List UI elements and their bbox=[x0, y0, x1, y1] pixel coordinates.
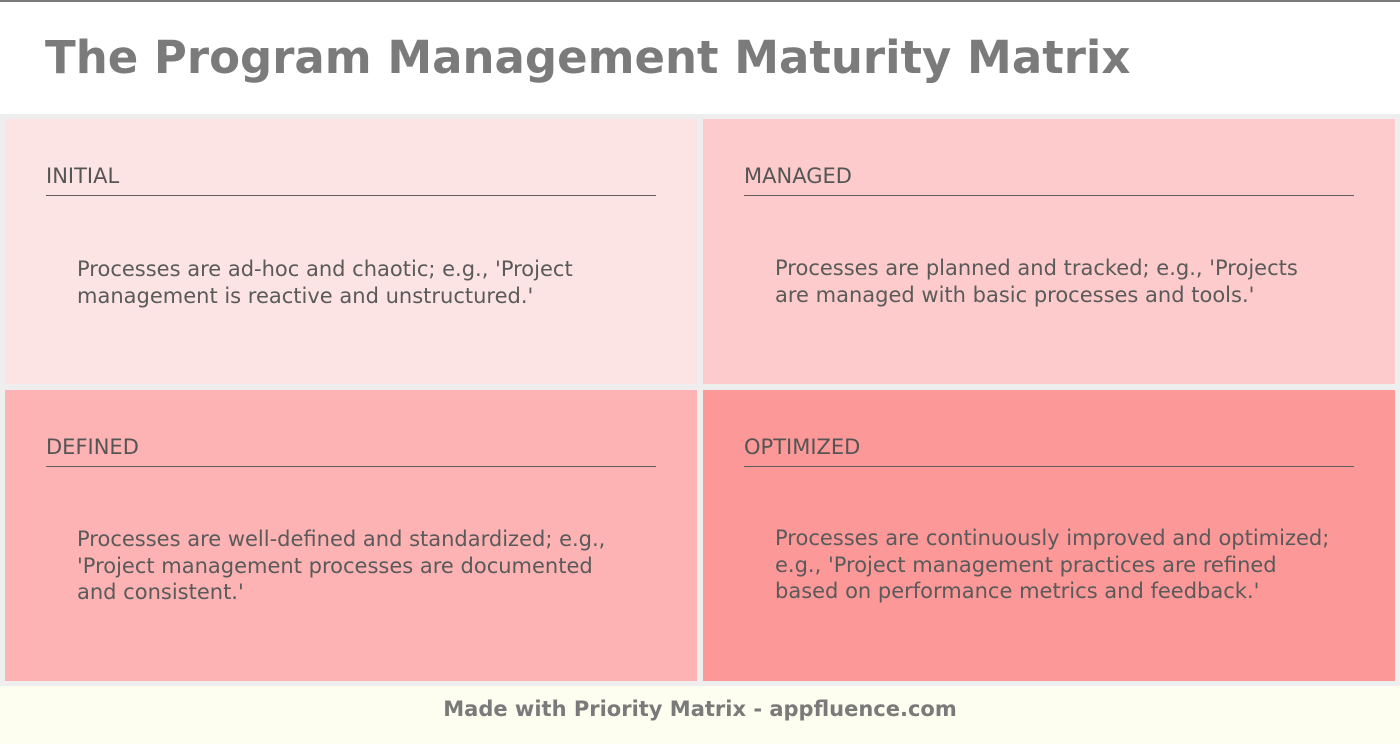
quadrant-heading-managed: MANAGED bbox=[744, 163, 1354, 196]
maturity-matrix: INITIAL Processes are ad-hoc and chaotic… bbox=[0, 114, 1400, 686]
quadrant-text-managed: Processes are planned and tracked; e.g.,… bbox=[775, 256, 1298, 307]
quadrant-text-defined: Processes are well-defined and standardi… bbox=[77, 527, 606, 604]
page-title: The Program Management Maturity Matrix bbox=[45, 31, 1131, 84]
footer: Made with Priority Matrix - appfluence.c… bbox=[0, 686, 1400, 744]
top-border bbox=[0, 0, 1400, 2]
quadrant-text-optimized: Processes are continuously improved and … bbox=[775, 526, 1330, 603]
quadrant-text-initial: Processes are ad-hoc and chaotic; e.g., … bbox=[77, 257, 573, 308]
quadrant-heading-defined: DEFINED bbox=[46, 434, 656, 467]
footer-credit: Made with Priority Matrix - appfluence.c… bbox=[443, 697, 957, 721]
quadrant-defined: DEFINED Processes are well-defined and s… bbox=[5, 390, 697, 681]
quadrant-heading-optimized: OPTIMIZED bbox=[744, 434, 1354, 467]
quadrant-initial: INITIAL Processes are ad-hoc and chaotic… bbox=[5, 119, 697, 384]
quadrant-heading-initial: INITIAL bbox=[46, 163, 656, 196]
quadrant-managed: MANAGED Processes are planned and tracke… bbox=[703, 119, 1395, 384]
quadrant-optimized: OPTIMIZED Processes are continuously imp… bbox=[703, 390, 1395, 681]
